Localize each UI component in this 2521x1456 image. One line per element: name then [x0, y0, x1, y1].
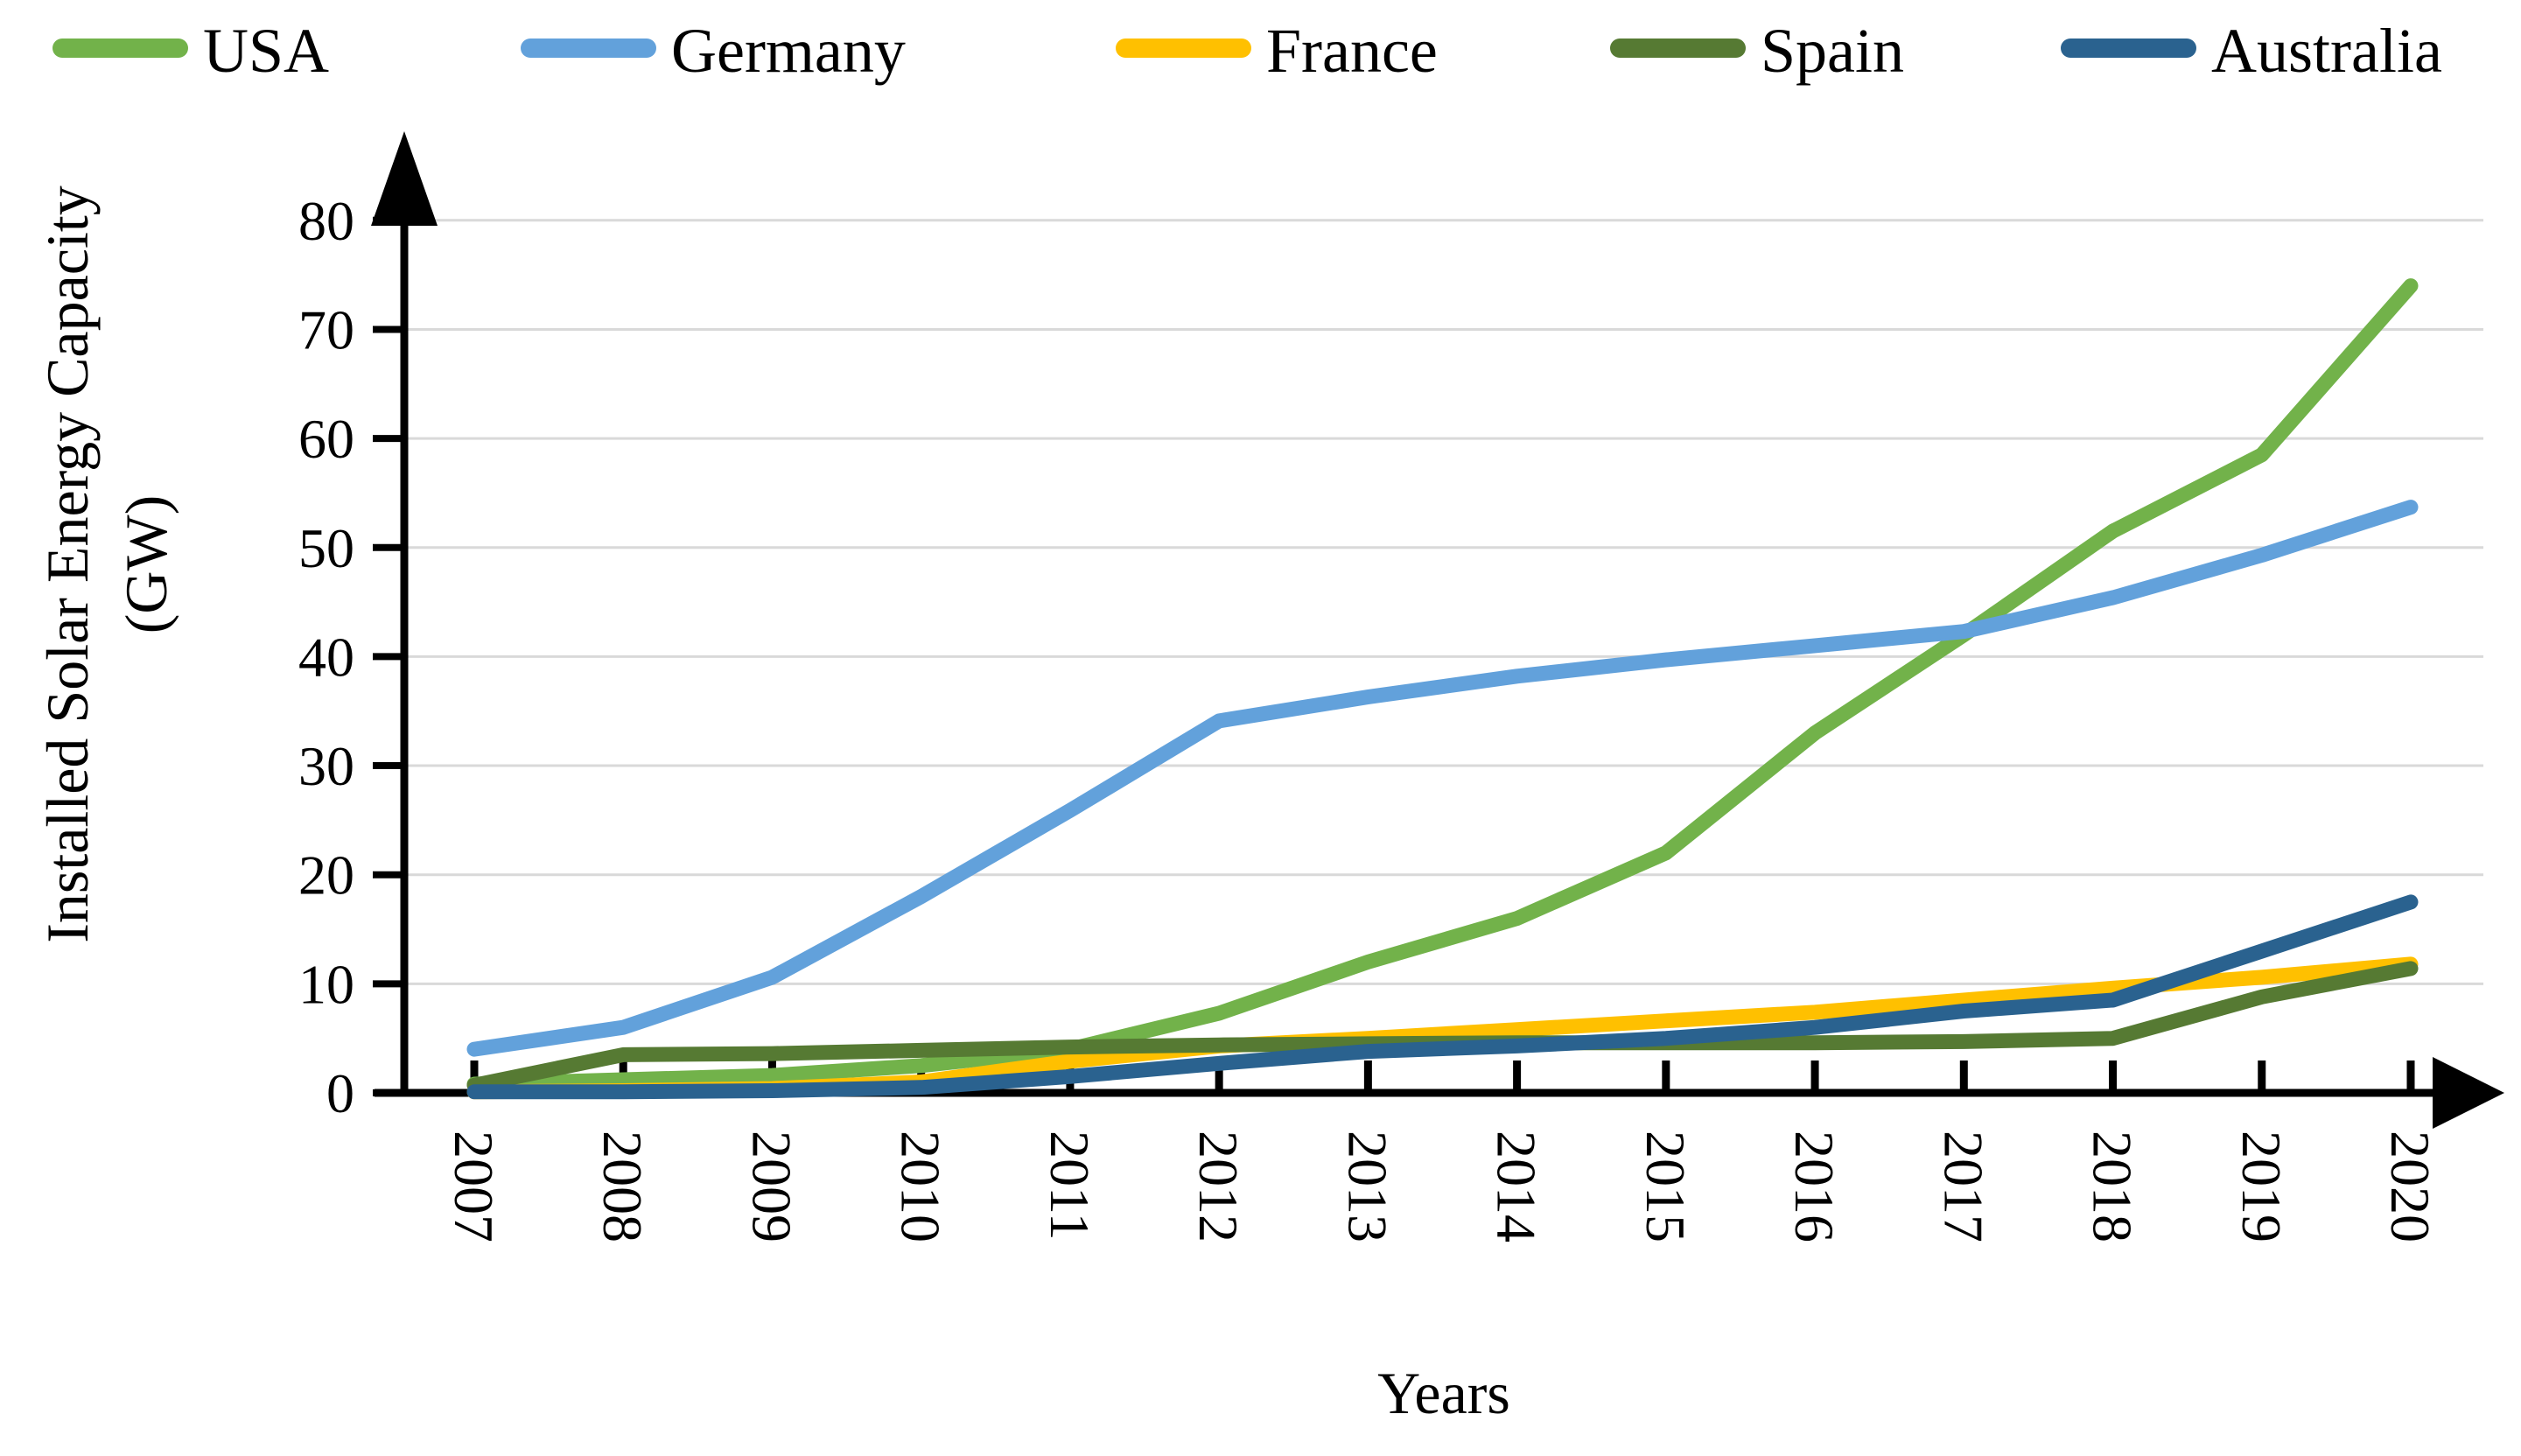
- x-tick-label-2013: 2013: [1336, 1130, 1398, 1242]
- y-axis-title-line2: (GW): [113, 495, 179, 634]
- x-tick-label-2008: 2008: [592, 1130, 654, 1242]
- y-tick-label-20: 20: [298, 844, 354, 906]
- legend-swatch-germany: [521, 38, 656, 58]
- gridlines: [404, 219, 2483, 985]
- y-tick-label-70: 70: [298, 298, 354, 360]
- y-tick-label-80: 80: [298, 190, 354, 252]
- legend-swatch-france: [1116, 38, 1251, 58]
- y-axis-arrow-icon: [371, 131, 438, 226]
- legend-item-spain: Spain: [1610, 16, 1904, 86]
- legend-label-usa: USA: [203, 16, 329, 86]
- legend-label-australia: Australia: [2211, 16, 2442, 86]
- series-line-germany: [466, 500, 2419, 1057]
- x-tick-label-2007: 2007: [443, 1130, 505, 1242]
- y-tick-label-0: 0: [326, 1062, 354, 1124]
- x-tick-label-2010: 2010: [890, 1130, 952, 1242]
- y-tick-label-10: 10: [298, 953, 354, 1015]
- y-tick-label-60: 60: [298, 408, 354, 470]
- x-tick-label-2020: 2020: [2379, 1130, 2441, 1242]
- x-tick-label-2019: 2019: [2230, 1130, 2293, 1242]
- x-tick-label-2016: 2016: [1783, 1130, 1845, 1242]
- x-tick-label-2011: 2011: [1039, 1130, 1101, 1241]
- legend-label-spain: Spain: [1761, 16, 1904, 86]
- legend-swatch-spain: [1610, 38, 1746, 58]
- legend-swatch-usa: [53, 38, 188, 58]
- legend-label-france: France: [1266, 16, 1438, 86]
- legend: USA Germany France Spain Australia: [53, 16, 2442, 86]
- x-tick-label-2018: 2018: [2082, 1130, 2144, 1242]
- x-tick-label-2017: 2017: [1932, 1130, 1994, 1242]
- data-series-lines: [466, 278, 2419, 1100]
- x-axis-tick-labels: 2007 2008 2009 2010 2011 2012 2013 2014 2015 2016…: [443, 1130, 2441, 1242]
- legend-item-usa: USA: [53, 16, 329, 86]
- legend-item-australia: Australia: [2061, 16, 2442, 86]
- x-axis-title: Years: [1377, 1360, 1510, 1426]
- legend-label-germany: Germany: [671, 16, 906, 86]
- x-tick-label-2014: 2014: [1486, 1130, 1548, 1242]
- x-axis-arrow-icon: [2433, 1057, 2504, 1129]
- series-line-usa: [466, 278, 2419, 1092]
- x-tick-label-2015: 2015: [1635, 1130, 1697, 1242]
- y-tick-label-50: 50: [298, 517, 354, 579]
- legend-swatch-australia: [2061, 38, 2196, 58]
- y-axis-tick-marks: [373, 216, 404, 1096]
- y-axis-tick-labels: 0 10 20 30 40 50 60 70 80: [298, 190, 354, 1124]
- x-tick-label-2009: 2009: [740, 1130, 802, 1242]
- y-tick-label-30: 30: [298, 735, 354, 797]
- legend-item-germany: Germany: [521, 16, 906, 86]
- y-axis-title-line1: Installed Solar Energy Capacity: [34, 186, 101, 943]
- y-tick-label-40: 40: [298, 626, 354, 688]
- x-tick-label-2012: 2012: [1187, 1130, 1250, 1242]
- series-line-australia: [466, 894, 2419, 1100]
- legend-item-france: France: [1116, 16, 1438, 86]
